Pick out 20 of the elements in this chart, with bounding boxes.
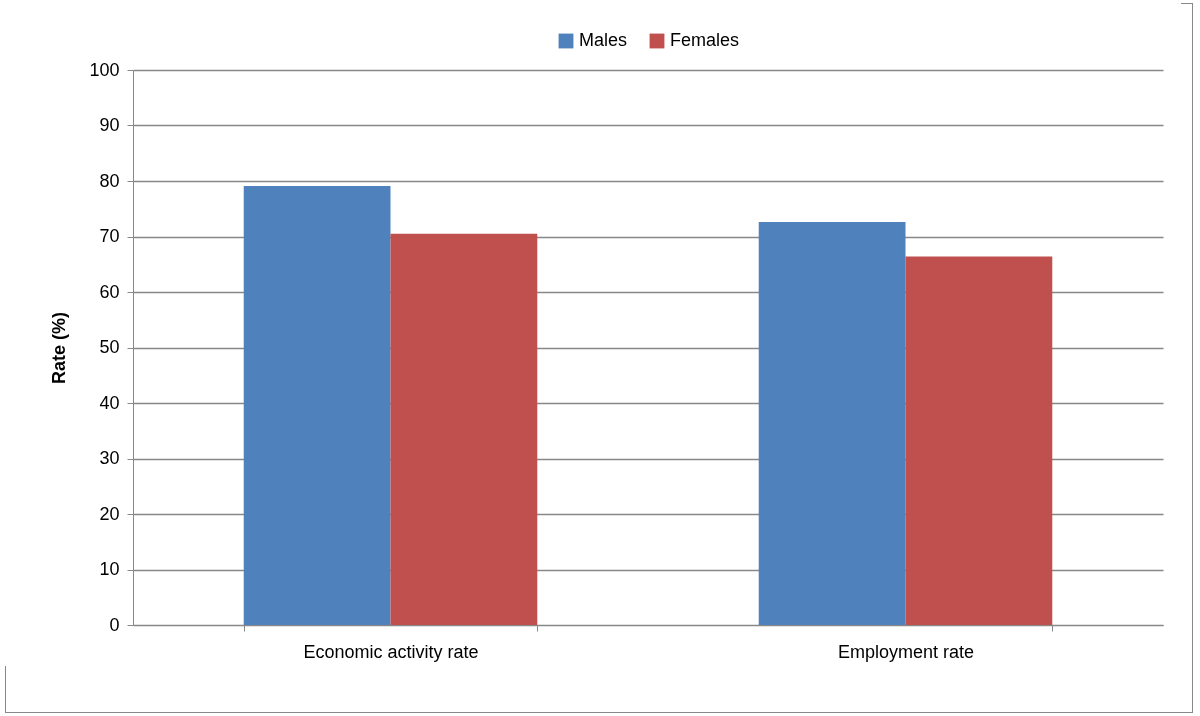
y-axis-title: Rate (%) [49, 311, 70, 385]
y-tick-label: 0 [109, 614, 120, 635]
bar [243, 186, 391, 625]
bar [390, 233, 538, 625]
x-tick-label: Employment rate [837, 641, 975, 662]
bar [905, 256, 1053, 625]
legend-label: Males [579, 30, 628, 50]
x-tick-label: Economic activity rate [303, 641, 479, 662]
y-tick-label: 10 [99, 559, 120, 579]
y-tick-label: 80 [99, 170, 120, 191]
bar [758, 222, 906, 625]
y-tick-label: 60 [99, 281, 120, 302]
y-tick-label: 70 [99, 226, 120, 246]
y-tick-label: 30 [99, 448, 120, 468]
y-tick-label: 50 [99, 337, 120, 357]
y-tick-label: 90 [99, 115, 120, 135]
y-tick-label: 40 [99, 392, 120, 413]
legend-label: Females [670, 30, 740, 50]
y-tick-label: 20 [99, 503, 120, 524]
y-tick-label: 100 [89, 59, 120, 80]
